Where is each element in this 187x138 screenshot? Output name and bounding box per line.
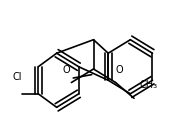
Text: O: O [116,65,123,75]
Text: CH₃: CH₃ [140,80,158,90]
Text: O: O [62,65,70,75]
Text: Cl: Cl [12,72,22,82]
